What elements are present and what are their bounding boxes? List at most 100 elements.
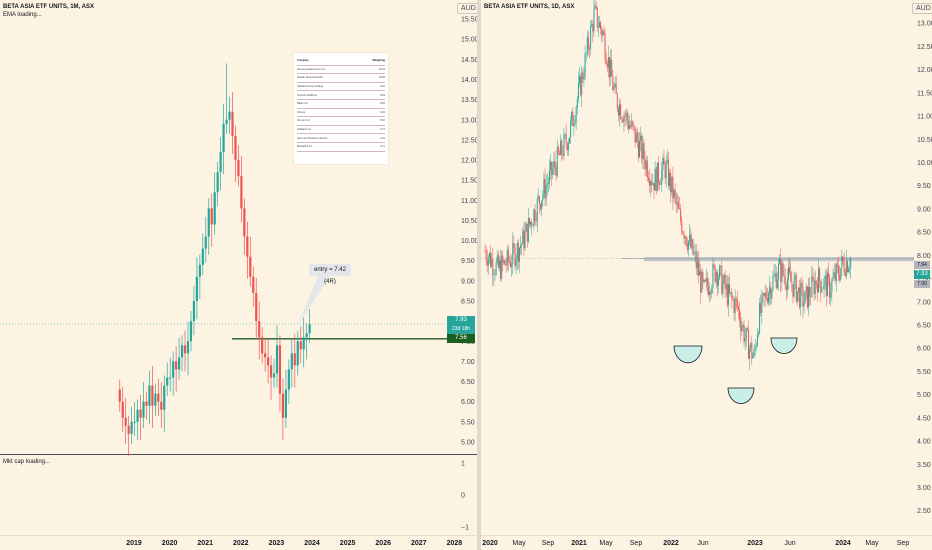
candle-body xyxy=(796,291,798,302)
candle xyxy=(160,381,163,428)
candle xyxy=(510,253,512,269)
candle-body xyxy=(640,135,642,141)
holdings-weighting: 5.02 xyxy=(379,119,385,123)
candle xyxy=(532,223,534,227)
candle xyxy=(497,251,499,270)
candle xyxy=(121,386,124,432)
y-tick-label: 5.00 xyxy=(461,439,475,446)
candle-body xyxy=(567,143,569,151)
candle xyxy=(751,335,753,365)
candle-body xyxy=(623,115,625,123)
candle xyxy=(691,232,693,251)
candle xyxy=(547,176,549,193)
holdings-header-company: Company xyxy=(297,59,309,63)
candle-body xyxy=(593,8,595,32)
candle xyxy=(727,276,729,317)
x-tick-label: 2023 xyxy=(269,540,285,547)
candle xyxy=(572,107,574,127)
holdings-weighting: 10.01 xyxy=(378,67,386,71)
holdings-company: Alibaba Group Holding xyxy=(297,85,324,89)
candle-body xyxy=(614,83,616,87)
candle-body xyxy=(124,417,127,426)
candle-body xyxy=(585,53,587,55)
candle xyxy=(659,179,661,191)
candle xyxy=(830,282,832,306)
candle xyxy=(774,263,776,282)
candle-body xyxy=(778,264,780,280)
candle xyxy=(558,149,560,156)
candle-body xyxy=(151,385,154,406)
panel-divider[interactable] xyxy=(477,0,481,550)
x-tick-label: Sep xyxy=(897,540,910,547)
candle xyxy=(504,259,506,266)
left-chart-canvas[interactable]: 15.5015.0014.5014.0013.5013.0012.5012.00… xyxy=(0,0,477,550)
candle xyxy=(527,208,529,244)
candle xyxy=(755,342,757,352)
candle xyxy=(763,292,765,307)
candle xyxy=(683,229,685,244)
candle-body xyxy=(788,267,790,279)
x-tick-label: 2021 xyxy=(571,540,587,547)
candle xyxy=(275,325,279,388)
candle xyxy=(849,258,851,275)
candle-body xyxy=(729,284,731,294)
candle-body xyxy=(261,337,264,354)
candle xyxy=(127,415,130,457)
candle xyxy=(764,284,766,308)
y-tick-label: 9.50 xyxy=(461,258,475,265)
candle xyxy=(733,296,735,321)
y-tick-label: 10.50 xyxy=(917,137,932,144)
entry-annotation[interactable]: entry = 7.42 (4R) xyxy=(309,264,351,285)
candle-body xyxy=(683,233,685,239)
candle-body xyxy=(547,182,549,185)
candle xyxy=(624,109,626,127)
candle-body xyxy=(177,357,181,370)
candle xyxy=(796,290,798,306)
candle-body xyxy=(761,294,763,313)
candle-body xyxy=(800,282,802,308)
candle xyxy=(809,276,811,306)
candle xyxy=(556,139,558,178)
candle-body xyxy=(659,182,661,185)
candle xyxy=(595,1,597,11)
candle-body xyxy=(536,198,538,222)
left-currency-label[interactable]: AUD xyxy=(457,3,477,14)
candle-body xyxy=(154,393,157,406)
candle xyxy=(838,256,840,282)
candle xyxy=(816,277,818,302)
candle xyxy=(305,323,308,360)
candle xyxy=(835,262,837,292)
candle-body xyxy=(730,292,732,294)
candle-body xyxy=(712,264,714,289)
candle-body xyxy=(793,278,795,297)
candle-body xyxy=(216,172,219,193)
candle-body xyxy=(186,341,190,354)
candle-body xyxy=(546,184,548,186)
candle xyxy=(723,272,725,285)
candle-body xyxy=(816,283,818,293)
holdings-company: Hon Hai Precision Industry xyxy=(297,136,328,140)
candle-body xyxy=(275,345,279,374)
candle xyxy=(272,358,276,388)
candle xyxy=(724,269,726,298)
candle xyxy=(627,113,629,134)
right-chart-canvas[interactable]: 13.00 12.50 12.00 11.50 11.00 10.50 10.00 9.50 9… xyxy=(481,0,932,550)
right-chart-panel[interactable]: BETA ASIA ETF UNITS, 1D, ASX AUD 13.00 12… xyxy=(481,0,932,550)
candle xyxy=(810,287,812,306)
candle xyxy=(613,82,615,94)
candle xyxy=(597,15,599,38)
candle-body xyxy=(826,272,828,297)
right-currency-label[interactable]: AUD xyxy=(912,3,932,14)
candle xyxy=(524,221,526,251)
candle xyxy=(237,145,240,187)
left-chart-panel[interactable]: BETA ASIA ETF UNITS, 1M, ASX EMA loading… xyxy=(0,0,477,550)
holdings-company: NetEase Inc xyxy=(297,128,312,132)
candle-body xyxy=(600,22,602,29)
candle xyxy=(782,260,784,278)
candle xyxy=(177,337,181,380)
indicator-tick-label: 1 xyxy=(461,461,465,468)
y-tick-label: 4.50 xyxy=(917,415,931,422)
candle-body xyxy=(626,112,628,121)
right-low-price-tag: 7.90 xyxy=(914,280,930,288)
candle xyxy=(731,288,733,309)
